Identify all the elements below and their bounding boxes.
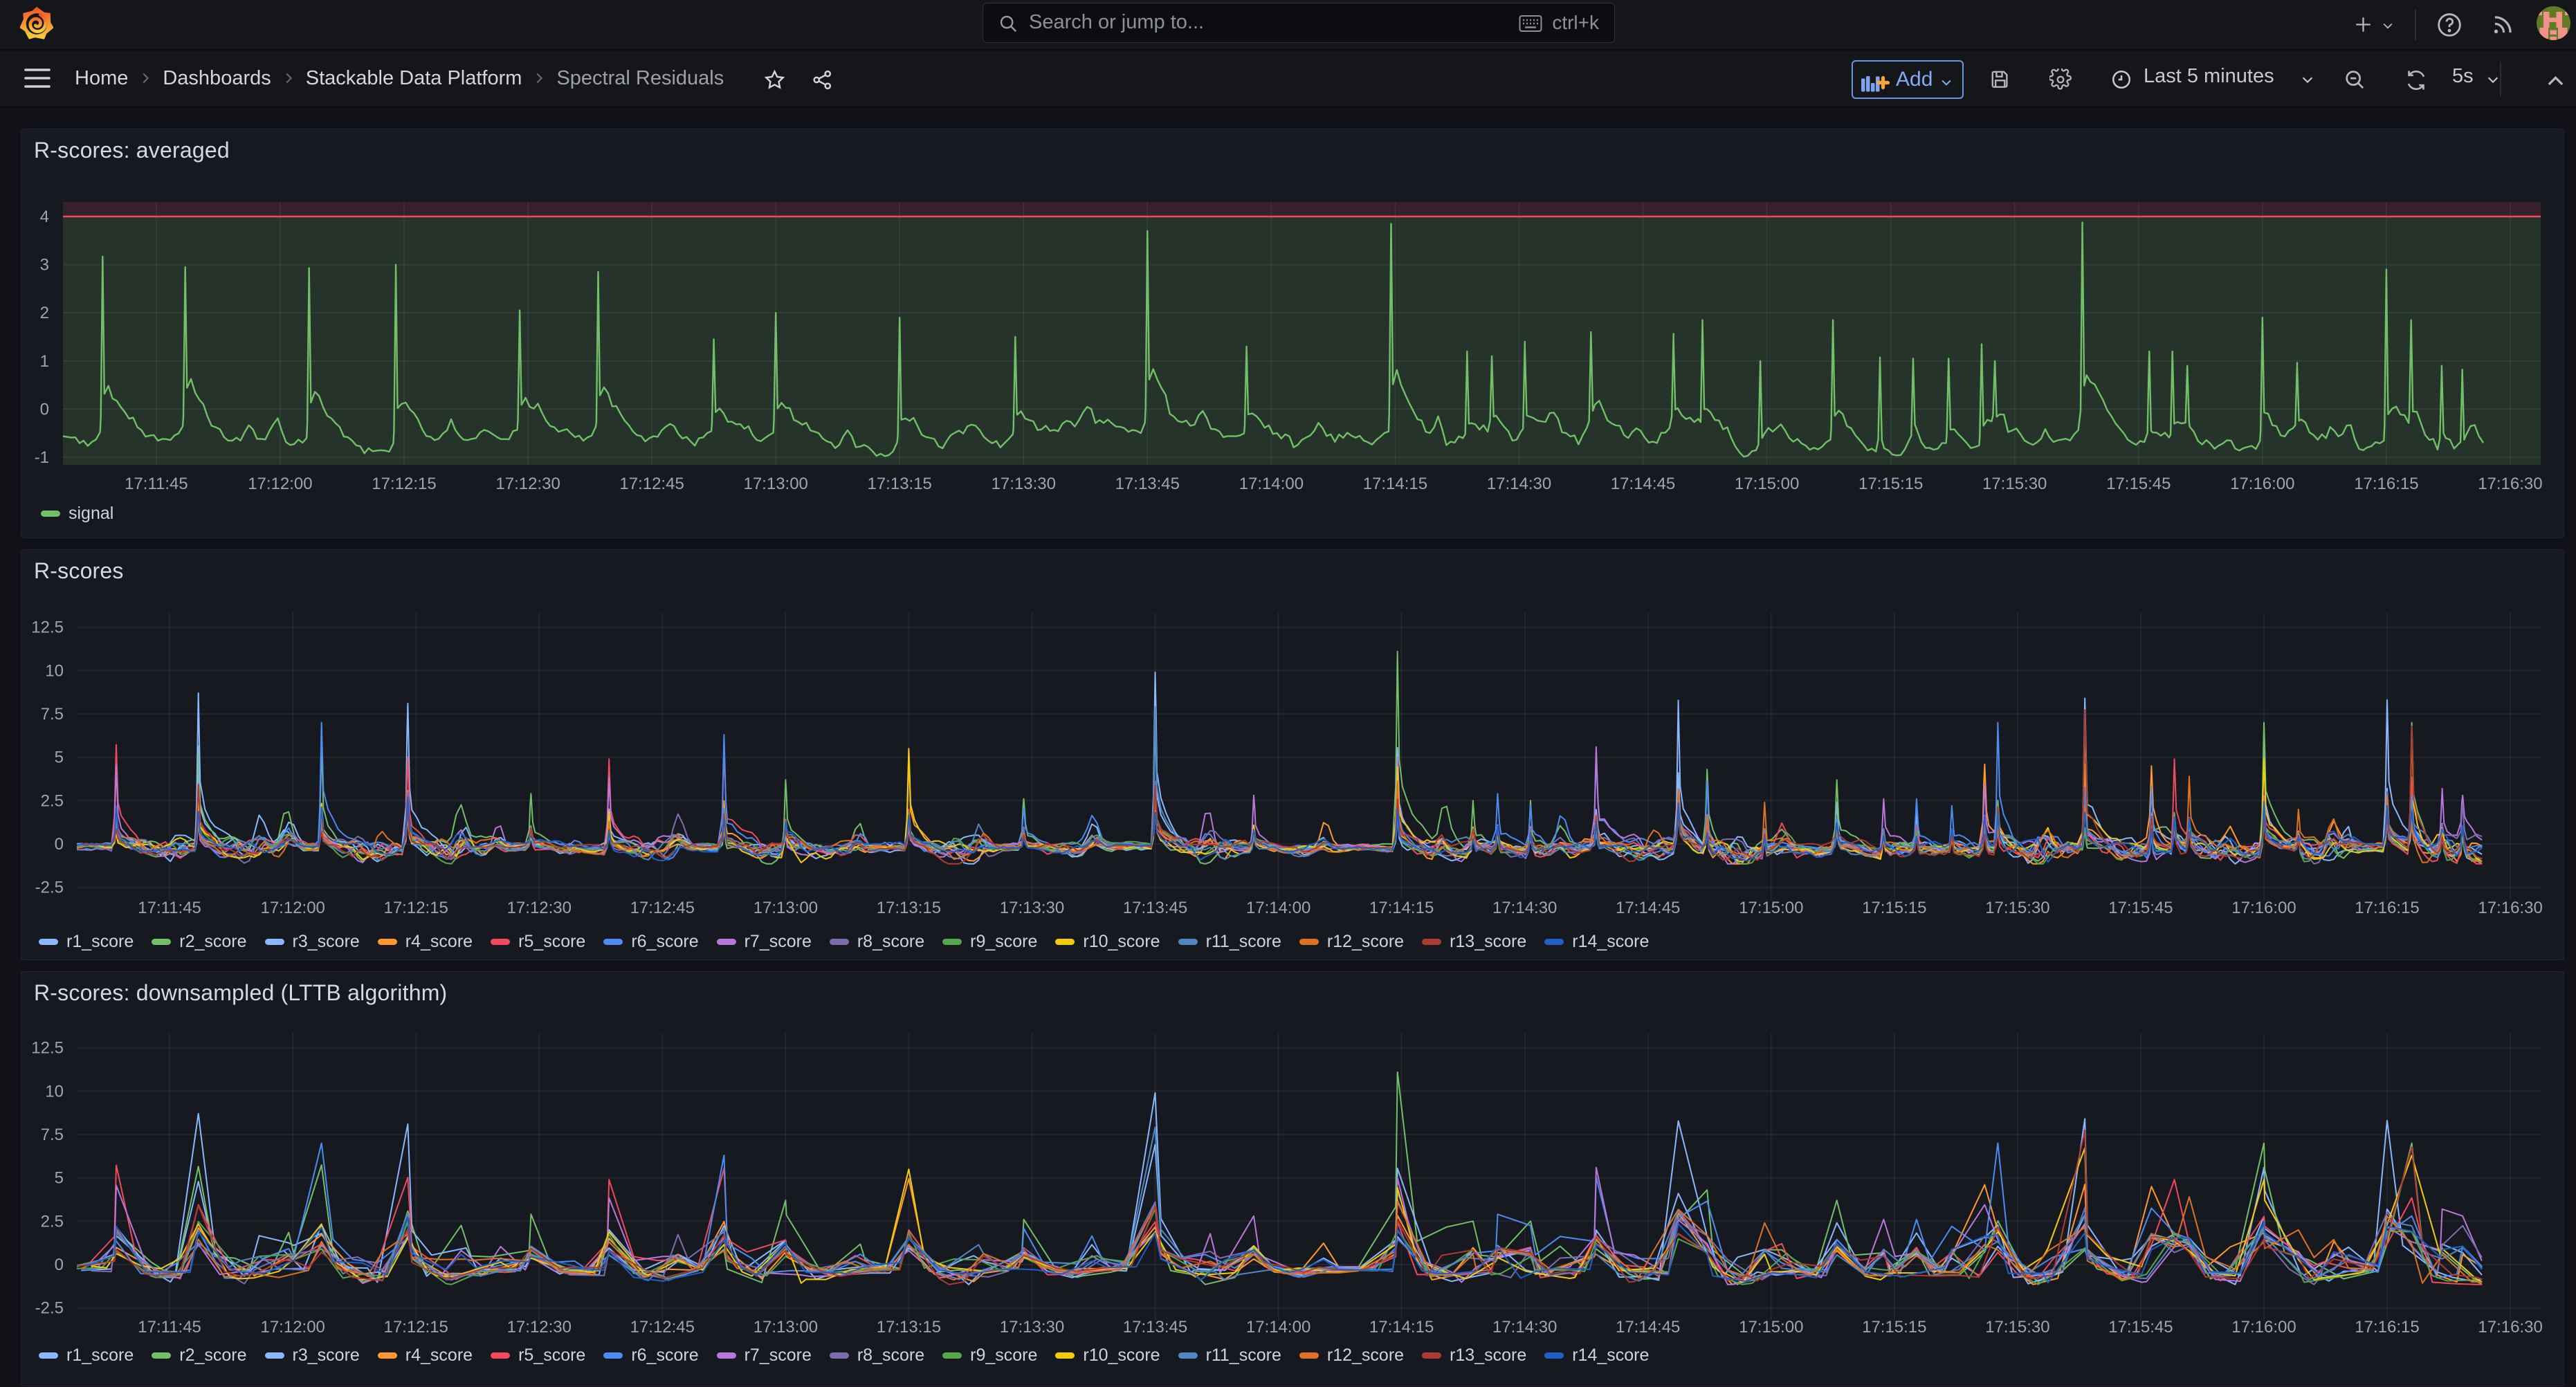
svg-text:17:13:15: 17:13:15 xyxy=(867,475,931,493)
svg-text:7.5: 7.5 xyxy=(41,1126,64,1144)
svg-text:17:14:45: 17:14:45 xyxy=(1611,475,1675,493)
svg-text:17:14:45: 17:14:45 xyxy=(1616,1318,1680,1337)
svg-text:10: 10 xyxy=(45,661,64,680)
svg-text:17:12:45: 17:12:45 xyxy=(630,899,695,917)
svg-text:17:16:30: 17:16:30 xyxy=(2478,899,2542,917)
svg-text:17:12:45: 17:12:45 xyxy=(619,475,684,493)
svg-text:17:11:45: 17:11:45 xyxy=(138,1318,201,1337)
svg-text:2.5: 2.5 xyxy=(41,1212,64,1231)
svg-text:17:13:15: 17:13:15 xyxy=(877,899,941,917)
svg-text:17:16:30: 17:16:30 xyxy=(2478,475,2542,493)
svg-text:17:15:30: 17:15:30 xyxy=(1982,475,2047,493)
svg-text:17:12:30: 17:12:30 xyxy=(495,475,560,493)
svg-text:17:13:00: 17:13:00 xyxy=(753,899,818,917)
svg-text:17:14:30: 17:14:30 xyxy=(1492,899,1557,917)
svg-text:17:12:15: 17:12:15 xyxy=(383,1318,448,1337)
svg-text:17:16:30: 17:16:30 xyxy=(2478,1318,2542,1337)
svg-text:17:12:30: 17:12:30 xyxy=(507,1318,572,1337)
svg-text:17:15:00: 17:15:00 xyxy=(1739,899,1803,917)
svg-text:17:12:15: 17:12:15 xyxy=(372,475,436,493)
svg-text:1: 1 xyxy=(40,352,49,371)
svg-text:17:14:00: 17:14:00 xyxy=(1246,899,1310,917)
svg-text:0: 0 xyxy=(40,400,49,419)
svg-text:-2.5: -2.5 xyxy=(35,1299,64,1318)
svg-text:17:13:45: 17:13:45 xyxy=(1123,1318,1187,1337)
svg-text:3: 3 xyxy=(40,256,49,275)
svg-text:17:15:45: 17:15:45 xyxy=(2108,1318,2173,1337)
svg-text:17:13:30: 17:13:30 xyxy=(992,475,1056,493)
svg-text:17:16:15: 17:16:15 xyxy=(2354,475,2418,493)
svg-text:17:16:15: 17:16:15 xyxy=(2355,899,2419,917)
svg-text:17:13:30: 17:13:30 xyxy=(1000,899,1064,917)
svg-text:17:15:15: 17:15:15 xyxy=(1862,1318,1926,1337)
svg-text:17:14:30: 17:14:30 xyxy=(1487,475,1551,493)
svg-text:17:16:00: 17:16:00 xyxy=(2231,899,2296,917)
svg-text:17:11:45: 17:11:45 xyxy=(138,899,201,917)
svg-text:17:13:00: 17:13:00 xyxy=(743,475,807,493)
svg-text:5: 5 xyxy=(55,1169,64,1188)
svg-text:-1: -1 xyxy=(35,448,49,467)
svg-text:17:12:15: 17:12:15 xyxy=(383,899,448,917)
svg-text:7.5: 7.5 xyxy=(41,705,64,724)
svg-text:10: 10 xyxy=(45,1082,64,1101)
svg-text:17:14:15: 17:14:15 xyxy=(1369,899,1434,917)
svg-text:2: 2 xyxy=(40,304,49,322)
svg-text:17:14:15: 17:14:15 xyxy=(1363,475,1427,493)
svg-text:17:13:45: 17:13:45 xyxy=(1115,475,1180,493)
svg-text:4: 4 xyxy=(40,208,49,226)
svg-text:17:15:15: 17:15:15 xyxy=(1862,899,1926,917)
svg-text:17:13:15: 17:13:15 xyxy=(877,1318,941,1337)
svg-text:17:14:45: 17:14:45 xyxy=(1616,899,1680,917)
svg-text:17:13:00: 17:13:00 xyxy=(753,1318,818,1337)
svg-text:17:12:45: 17:12:45 xyxy=(630,1318,695,1337)
svg-text:17:15:30: 17:15:30 xyxy=(1985,899,2049,917)
svg-text:17:12:00: 17:12:00 xyxy=(260,899,325,917)
svg-text:17:16:00: 17:16:00 xyxy=(2231,1318,2296,1337)
svg-text:5: 5 xyxy=(55,748,64,767)
svg-text:17:14:00: 17:14:00 xyxy=(1246,1318,1310,1337)
svg-text:17:13:45: 17:13:45 xyxy=(1123,899,1187,917)
svg-text:17:15:15: 17:15:15 xyxy=(1858,475,1923,493)
svg-text:17:15:00: 17:15:00 xyxy=(1739,1318,1803,1337)
svg-text:0: 0 xyxy=(55,835,64,854)
svg-text:0: 0 xyxy=(55,1256,64,1274)
svg-text:17:15:30: 17:15:30 xyxy=(1985,1318,2049,1337)
svg-text:17:12:00: 17:12:00 xyxy=(248,475,312,493)
svg-text:17:15:00: 17:15:00 xyxy=(1735,475,1799,493)
svg-text:17:14:30: 17:14:30 xyxy=(1492,1318,1557,1337)
svg-text:17:12:00: 17:12:00 xyxy=(260,1318,325,1337)
svg-text:-2.5: -2.5 xyxy=(35,879,64,897)
svg-text:12.5: 12.5 xyxy=(31,1039,64,1058)
svg-text:17:15:45: 17:15:45 xyxy=(2106,475,2171,493)
svg-text:17:16:15: 17:16:15 xyxy=(2355,1318,2419,1337)
svg-text:17:14:00: 17:14:00 xyxy=(1239,475,1304,493)
svg-text:17:11:45: 17:11:45 xyxy=(125,475,188,493)
svg-text:17:14:15: 17:14:15 xyxy=(1369,1318,1434,1337)
svg-text:17:13:30: 17:13:30 xyxy=(1000,1318,1064,1337)
svg-text:17:15:45: 17:15:45 xyxy=(2108,899,2173,917)
svg-text:17:12:30: 17:12:30 xyxy=(507,899,572,917)
svg-text:12.5: 12.5 xyxy=(31,618,64,637)
svg-text:2.5: 2.5 xyxy=(41,791,64,810)
svg-text:17:16:00: 17:16:00 xyxy=(2230,475,2294,493)
